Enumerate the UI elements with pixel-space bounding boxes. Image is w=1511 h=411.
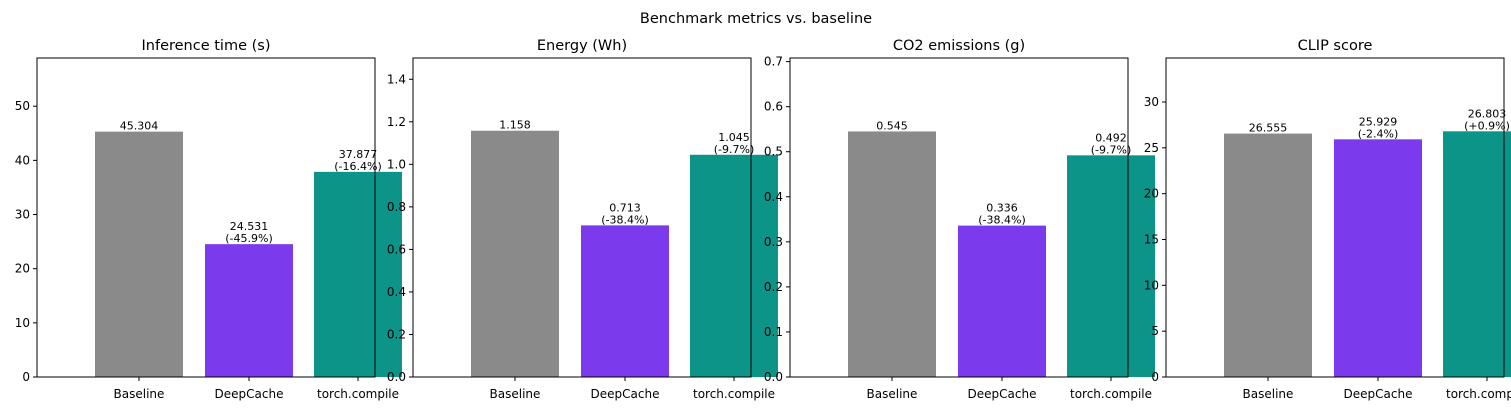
y-tick-label: 0.2 (764, 280, 783, 294)
x-tick-label: Baseline (1243, 387, 1294, 401)
y-tick-label: 40 (15, 153, 30, 167)
x-tick-label: torch.compile (1446, 387, 1511, 401)
bar-value-label: 26.555 (1249, 122, 1288, 135)
x-tick-label: Baseline (490, 387, 541, 401)
figure-title: Benchmark metrics vs. baseline (640, 11, 872, 27)
x-tick-label: Baseline (114, 387, 165, 401)
bar-deepcache (1334, 139, 1422, 377)
y-tick-label: 0.0 (764, 370, 783, 384)
y-tick-label: 0 (1151, 370, 1159, 384)
y-tick-label: 0.8 (387, 200, 406, 214)
x-tick-label: torch.compile (1070, 387, 1152, 401)
chart-panel: CLIP score 26.555 Baseline 25.929 (-2.4%) Dee… (1144, 38, 1511, 401)
chart-title: Inference time (s) (142, 38, 271, 54)
bar-deepcache (581, 225, 669, 377)
bar-value-label: 0.336 (-38.4%) (978, 202, 1026, 227)
y-tick-label: 1.2 (387, 115, 406, 129)
bar-value-label: 26.803 (+0.9%) (1464, 107, 1510, 132)
bar-torch-compile (1443, 131, 1511, 377)
y-tick-label: 0.2 (387, 327, 406, 341)
y-tick-label: 1.0 (387, 157, 406, 171)
y-tick-label: 10 (1144, 278, 1159, 292)
bar-baseline (848, 131, 936, 377)
y-tick-label: 0.7 (764, 55, 783, 69)
y-tick-label: 0.4 (764, 190, 783, 204)
y-tick-label: 0.1 (764, 325, 783, 339)
chart-panel: Energy (Wh) 1.158 Baseline 0.713 (-38.4%) Dee… (387, 38, 778, 401)
chart-panel: CO2 emissions (g) 0.545 Baseline 0.336 (-38.… (764, 38, 1155, 401)
y-tick-label: 0.6 (764, 100, 783, 114)
chart-title: CLIP score (1298, 38, 1373, 54)
y-tick-label: 0.6 (387, 242, 406, 256)
bar-baseline (471, 130, 559, 377)
y-tick-label: 10 (15, 316, 30, 330)
bar-deepcache (958, 225, 1046, 377)
bar-baseline (1224, 133, 1312, 377)
plot-frame (789, 57, 1129, 378)
bar-torch-compile (690, 154, 778, 377)
x-tick-label: torch.compile (693, 387, 775, 401)
chart-title: CO2 emissions (g) (893, 38, 1025, 54)
bar-value-label: 0.492 (-9.7%) (1091, 131, 1132, 156)
x-tick-label: torch.compile (317, 387, 399, 401)
plot-frame (1165, 57, 1505, 378)
y-tick-label: 20 (15, 262, 30, 276)
bar-value-label: 1.158 (499, 119, 531, 132)
y-tick-label: 25 (1144, 141, 1159, 155)
x-tick-label: Baseline (867, 387, 918, 401)
bar-value-label: 25.929 (-2.4%) (1358, 115, 1399, 140)
bar-torch-compile (1067, 155, 1155, 377)
chart-panels: Inference time (s) 45.304 Baseline 24.531 (-… (15, 38, 1511, 401)
y-tick-label: 5 (1151, 324, 1159, 338)
bar-value-label: 37.877 (-16.4%) (334, 148, 382, 173)
chart-title: Energy (Wh) (537, 38, 627, 54)
y-tick-label: 0.3 (764, 235, 783, 249)
chart-panel: Inference time (s) 45.304 Baseline 24.531 (-… (15, 38, 402, 401)
bar-value-label: 24.531 (-45.9%) (225, 220, 273, 245)
bar-value-label: 0.545 (876, 119, 908, 132)
x-tick-label: DeepCache (1344, 387, 1413, 401)
bar-baseline (95, 131, 183, 377)
bar-value-label: 45.304 (120, 120, 159, 133)
x-tick-label: DeepCache (591, 387, 660, 401)
x-tick-label: DeepCache (215, 387, 284, 401)
y-tick-label: 0.0 (387, 370, 406, 384)
x-tick-label: DeepCache (968, 387, 1037, 401)
y-tick-label: 15 (1144, 233, 1159, 247)
bar-value-label: 0.713 (-38.4%) (601, 201, 649, 226)
plot-frame (36, 57, 376, 378)
plot-frame (412, 57, 752, 378)
y-tick-label: 0 (22, 370, 30, 384)
y-tick-label: 20 (1144, 187, 1159, 201)
y-tick-label: 30 (15, 208, 30, 222)
bar-value-label: 1.045 (-9.7%) (714, 131, 755, 156)
y-tick-label: 30 (1144, 95, 1159, 109)
bar-deepcache (205, 244, 293, 377)
y-tick-label: 50 (15, 99, 30, 113)
y-tick-label: 0.5 (764, 145, 783, 159)
y-tick-label: 1.4 (387, 72, 406, 86)
bar-torch-compile (314, 171, 402, 377)
y-tick-label: 0.4 (387, 285, 406, 299)
